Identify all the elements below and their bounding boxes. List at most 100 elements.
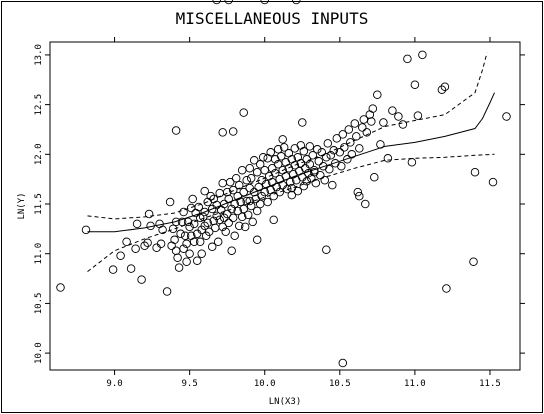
scatter-point bbox=[228, 185, 238, 195]
scatter-point bbox=[108, 265, 118, 274]
scatter-point bbox=[215, 188, 224, 198]
scatter-point bbox=[383, 154, 393, 163]
x-tick-label: 9.0 bbox=[106, 379, 122, 389]
scatter-point bbox=[140, 241, 149, 251]
scatter-point bbox=[272, 182, 281, 192]
scatter-point bbox=[287, 183, 297, 193]
x-tick-label: 10.0 bbox=[254, 379, 276, 389]
scatter-point bbox=[352, 132, 361, 141]
chart-title: MISCELLANEOUS INPUTS bbox=[176, 9, 369, 28]
scatter-point bbox=[343, 155, 352, 164]
scatter-point bbox=[273, 145, 283, 154]
scatter-point bbox=[170, 235, 179, 245]
scatter-point bbox=[200, 221, 209, 231]
scatter-point bbox=[215, 215, 224, 225]
scatter-point bbox=[182, 239, 191, 249]
scatter-point bbox=[322, 245, 331, 254]
scatter-point bbox=[410, 80, 420, 89]
scatter-point bbox=[311, 178, 321, 188]
scatter-point bbox=[310, 165, 319, 175]
scatter-point bbox=[326, 151, 336, 160]
scatter-point bbox=[174, 263, 184, 272]
scatter-point bbox=[185, 249, 194, 258]
x-tick-label: 11.0 bbox=[404, 379, 426, 389]
scatter-point bbox=[234, 221, 244, 231]
scatter-point bbox=[246, 201, 256, 211]
scatter-point bbox=[156, 239, 166, 249]
scatter-point bbox=[246, 173, 256, 183]
scatter-point bbox=[286, 177, 295, 187]
scatter-point bbox=[373, 90, 382, 99]
scatter-point bbox=[328, 180, 337, 190]
scatter-point bbox=[325, 164, 334, 174]
plot-area bbox=[49, 41, 521, 371]
scatter-point bbox=[230, 199, 239, 209]
scatter-point bbox=[239, 108, 248, 117]
scatter-point bbox=[81, 225, 91, 235]
scatter-point bbox=[200, 207, 209, 217]
scatter-point bbox=[218, 128, 227, 137]
band-curve bbox=[87, 52, 488, 220]
scatter-point bbox=[131, 244, 140, 253]
y-tick-label: 10.0 bbox=[34, 342, 44, 364]
scatter-point bbox=[308, 151, 318, 160]
scatter-point bbox=[258, 153, 268, 162]
scatter-point bbox=[198, 212, 208, 222]
scatter-point bbox=[310, 167, 319, 177]
scatter-point bbox=[179, 244, 188, 253]
scatter-point bbox=[171, 126, 181, 135]
scatter-point bbox=[298, 118, 307, 127]
scatter-point bbox=[165, 197, 175, 207]
scatter-point bbox=[249, 156, 259, 165]
scatter-point bbox=[186, 203, 196, 213]
scatter-point bbox=[227, 246, 236, 255]
x-tick-label: 11.5 bbox=[479, 379, 501, 389]
scatter-point bbox=[302, 155, 312, 164]
scatter-point bbox=[158, 225, 167, 235]
scatter-point bbox=[137, 275, 146, 284]
scatter-point bbox=[355, 191, 364, 201]
scatter-point bbox=[255, 199, 265, 209]
scatter-point bbox=[146, 221, 155, 231]
scatter-point bbox=[221, 227, 230, 237]
scatter-point bbox=[207, 242, 217, 252]
scatter-point bbox=[240, 222, 250, 232]
scatter-point bbox=[225, 177, 235, 187]
scatter-point bbox=[252, 206, 262, 216]
scatter-point bbox=[236, 197, 245, 207]
scatter-point bbox=[243, 210, 253, 220]
scatter-point bbox=[442, 284, 451, 293]
scatter-point bbox=[437, 85, 447, 94]
scatter-point bbox=[176, 229, 185, 239]
scatter-point bbox=[248, 217, 257, 227]
scatter-point bbox=[228, 127, 238, 136]
scatter-point bbox=[332, 134, 342, 143]
y-tick-label: 12.5 bbox=[34, 94, 44, 116]
y-tick-label: 12.0 bbox=[34, 143, 44, 165]
scatter-point bbox=[305, 142, 315, 151]
scatter-point bbox=[144, 209, 154, 219]
scatter-point bbox=[218, 178, 227, 188]
scatter-point bbox=[122, 237, 131, 247]
scatter-point bbox=[242, 175, 251, 185]
scatter-point bbox=[313, 145, 322, 154]
scatter-point bbox=[237, 165, 247, 175]
fit-curve bbox=[87, 92, 495, 233]
scatter-point bbox=[261, 179, 271, 189]
x-axis-ticks: 9.0 9.5 10.0 10.5 11.0 11.5 bbox=[106, 37, 501, 389]
scatter-point bbox=[320, 175, 330, 185]
scatter-point bbox=[269, 191, 278, 201]
scatter-point bbox=[368, 104, 378, 113]
scatter-point bbox=[305, 160, 315, 169]
scatter-point bbox=[299, 147, 309, 156]
scatter-point bbox=[347, 150, 357, 159]
scatter-point bbox=[470, 167, 480, 177]
scatter-point bbox=[183, 217, 193, 227]
scatter-point bbox=[270, 168, 280, 178]
scatter-point bbox=[346, 138, 355, 147]
scatter-point bbox=[255, 160, 265, 169]
scatter-point bbox=[245, 196, 254, 206]
scatter-point bbox=[370, 172, 379, 182]
